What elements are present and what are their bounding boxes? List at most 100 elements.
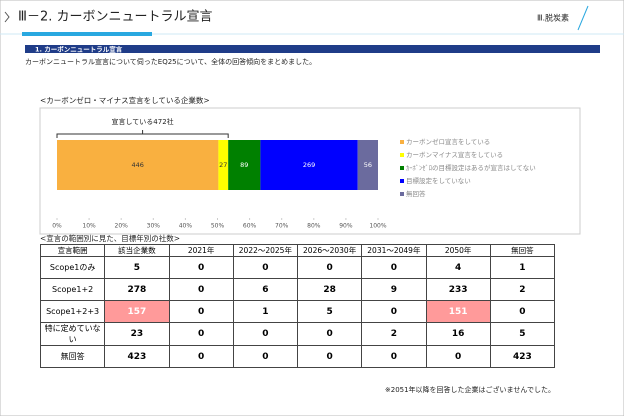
table: 宣言範囲 該当企業数 2021年 2022～2025年 2026～2030年 2031～2… [39, 244, 556, 368]
header-cell: 2022～2025年 [232, 244, 299, 257]
header-cell: 2050年 [425, 244, 491, 257]
cell: 0 [168, 345, 234, 368]
annotation-bracket [56, 130, 229, 138]
header-cell: 2031～2049年 [361, 244, 427, 257]
section-description: カーボンニュートラル宣言について伺ったEQ25について、全体の回答傾向をまとめま… [25, 57, 316, 66]
cell: 0 [296, 322, 363, 346]
row-label: Scope1のみ [39, 256, 106, 279]
x-tick-label: 100% [369, 223, 386, 230]
row-label: Scope1+2 [39, 278, 106, 301]
cell: 2 [361, 322, 427, 346]
header-cell: 宣言範囲 [39, 244, 106, 257]
cell: 6 [232, 278, 299, 301]
cell: 0 [232, 322, 299, 346]
x-tick-label: 40% [179, 223, 193, 230]
row-label: 特に定めていない [39, 322, 106, 346]
bar-label: 89 [240, 161, 248, 169]
x-tick-label: 80% [307, 223, 321, 230]
header-row: 宣言範囲 該当企業数 2021年 2022～2025年 2026～2030年 2031～2… [39, 244, 556, 257]
bar-segment [357, 140, 378, 190]
bar-segment [260, 140, 358, 190]
legend-label: カーボンゼロ宣言をしている [406, 137, 490, 146]
section-heading: 1. カーボンニュートラル宣言 [35, 45, 123, 54]
cell: 1 [489, 256, 556, 279]
cell: 28 [296, 278, 363, 301]
legend-label: 無回答 [406, 189, 426, 198]
chart-title: <カーボンゼロ・マイナス宣言をしている企業数> [40, 95, 210, 105]
row-label: 無回答 [39, 345, 106, 368]
cell: 0 [296, 345, 363, 368]
cell: 5 [296, 300, 363, 323]
bar-label: 269 [303, 161, 315, 169]
x-tick-label: 60% [243, 223, 257, 230]
cell: 0 [232, 256, 299, 279]
bar-label: 27 [219, 161, 227, 169]
table-row: Scope1のみ 5 0 0 0 0 4 1 [39, 256, 556, 279]
x-tick-label: 20% [115, 223, 129, 230]
table-row: Scope1+2 278 0 6 28 9 233 2 [39, 278, 556, 301]
table-row: 特に定めていない 23 0 0 0 2 16 5 [39, 322, 556, 346]
header-cell: 2021年 [168, 244, 234, 257]
x-tick-label: 50% [211, 223, 225, 230]
header-section: Ⅲ.脱炭素 [537, 13, 569, 23]
cell: 5 [489, 322, 556, 346]
cell: 0 [361, 345, 427, 368]
legend-label: 目標設定をしていない [406, 176, 471, 185]
chevron [4, 11, 10, 23]
cell: 4 [425, 256, 491, 279]
cell: 0 [489, 300, 556, 323]
header-cell: 無回答 [489, 244, 556, 257]
x-tick-label: 90% [339, 223, 353, 230]
bar-label: 56 [364, 161, 372, 169]
header-cell: 2026～2030年 [296, 244, 363, 257]
slash [577, 5, 589, 31]
cell: 0 [232, 345, 299, 368]
cell: 0 [168, 322, 234, 346]
cell: 233 [425, 278, 491, 301]
legend-swatch [400, 179, 404, 183]
cell: 0 [296, 256, 363, 279]
chart-box [39, 107, 581, 235]
legend-label: カーボンマイナス宣言をしている [406, 150, 503, 159]
x-tick-label: 70% [275, 223, 289, 230]
cell: 0 [168, 256, 234, 279]
cell: 0 [168, 300, 234, 323]
cell: 9 [361, 278, 427, 301]
cell: 5 [104, 256, 170, 279]
cell: 278 [104, 278, 170, 301]
footnote: ※2051年以降を回答した企業はございませんでした。 [385, 385, 555, 394]
x-tick-label: 30% [147, 223, 161, 230]
bar-segment [228, 140, 261, 190]
bar-segment [57, 140, 219, 190]
row-label: Scope1+2+3 [39, 300, 106, 323]
bar-label: 446 [131, 161, 143, 169]
cell: 0 [425, 345, 491, 368]
cell: 0 [361, 256, 427, 279]
cell: 151 [425, 300, 491, 323]
header-cell: 該当企業数 [104, 244, 170, 257]
cell: 423 [104, 345, 170, 368]
cell: 2 [489, 278, 556, 301]
annotation: 宣言している472社 [112, 117, 174, 126]
header-title: Ⅲ－2. カーボンニュートラル宣言 [18, 9, 213, 25]
cell: 0 [168, 278, 234, 301]
table-row: 無回答 423 0 0 0 0 0 423 [39, 345, 556, 368]
cell: 157 [104, 300, 170, 323]
table-title: <宣言の範囲別に見た、目標年別の社数> [40, 233, 180, 243]
legend-label: ｶｰﾎﾞﾝｾﾞﾛの目標設定はあるが宣言はしてない [406, 163, 536, 172]
cell: 23 [104, 322, 170, 346]
legend-swatch [400, 166, 404, 170]
x-tick-label: 10% [82, 223, 96, 230]
heading-bar [25, 45, 600, 53]
table-row: Scope1+2+3 157 0 1 5 0 151 0 [39, 300, 556, 323]
cell: 16 [425, 322, 491, 346]
cell: 0 [361, 300, 427, 323]
legend-swatch [400, 140, 404, 144]
cell: 1 [232, 300, 299, 323]
header-accent [22, 32, 152, 36]
x-tick-label: 0% [52, 223, 62, 230]
cell: 423 [489, 345, 556, 368]
bar-segment [218, 140, 229, 190]
legend-swatch [400, 153, 404, 157]
